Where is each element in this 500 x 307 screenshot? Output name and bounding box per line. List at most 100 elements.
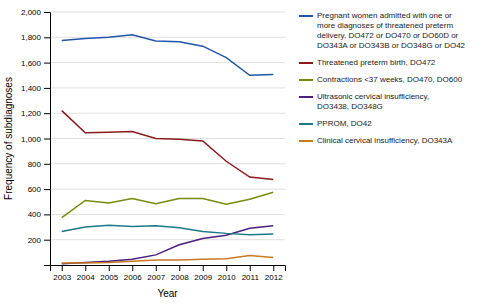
y-tick: 1,600 bbox=[21, 59, 50, 68]
legend-label: PPROM, DO42 bbox=[317, 119, 372, 128]
x-tick-mark bbox=[179, 265, 180, 271]
legend: Pregnant women admitted with one ormore … bbox=[299, 11, 466, 145]
series-line bbox=[62, 111, 274, 180]
y-tick-mark bbox=[44, 63, 50, 64]
x-tick: 2012 bbox=[265, 265, 283, 282]
x-tick: 2004 bbox=[77, 265, 95, 282]
x-tick-mark bbox=[226, 265, 227, 271]
series-line bbox=[62, 226, 274, 264]
x-tick-label: 2003 bbox=[53, 273, 71, 282]
y-tick-label: 800 bbox=[28, 160, 42, 169]
grid-line bbox=[50, 163, 285, 164]
y-tick: 1,800 bbox=[21, 33, 50, 42]
x-tick: 2006 bbox=[124, 265, 142, 282]
y-tick: 2,000 bbox=[21, 8, 50, 17]
y-axis-line bbox=[44, 13, 51, 266]
x-tick-label: 2011 bbox=[242, 273, 260, 282]
y-tick-mark bbox=[44, 113, 50, 114]
legend-item: Ultrasonic cervical insufficiency,DO3438… bbox=[299, 92, 429, 111]
x-tick-label: 2006 bbox=[124, 273, 142, 282]
legend-item: Contractions <37 weeks, DO470, DO600 bbox=[299, 75, 463, 84]
y-axis-title: Frequency of subdiagnoses bbox=[3, 77, 14, 200]
y-tick-mark bbox=[44, 12, 50, 13]
series-line bbox=[62, 192, 274, 217]
legend-swatch bbox=[299, 96, 313, 98]
legend-swatch bbox=[299, 79, 313, 81]
y-tick-label: 200 bbox=[28, 236, 42, 245]
y-tick-mark bbox=[44, 139, 50, 140]
legend-label: Pregnant women admitted with one ormore … bbox=[317, 11, 466, 50]
y-tick-label: 1,200 bbox=[21, 109, 42, 118]
x-tick-label: 2004 bbox=[77, 273, 95, 282]
x-tick-mark bbox=[132, 265, 133, 271]
x-tick-mark bbox=[109, 265, 110, 271]
legend-swatch bbox=[299, 123, 313, 125]
grid bbox=[50, 12, 285, 240]
legend-label: Ultrasonic cervical insufficiency,DO3438… bbox=[317, 92, 429, 111]
chart: 2003 2004 2005 2006 2007 2008 2009 2010 2011 2012… bbox=[0, 0, 500, 307]
grid-line bbox=[50, 214, 285, 215]
x-tick: 2003 bbox=[53, 265, 71, 282]
legend-item: PPROM, DO42 bbox=[299, 119, 372, 128]
plot: 2003 2004 2005 2006 2007 2008 2009 2010 2011 2012… bbox=[21, 8, 286, 282]
x-tick-mark bbox=[250, 265, 251, 271]
x-axis: 2003 2004 2005 2006 2007 2008 2009 2010 2011 2012 bbox=[51, 265, 286, 282]
grid-line bbox=[50, 12, 285, 13]
x-tick-mark bbox=[203, 265, 204, 271]
y-tick-label: 1,800 bbox=[21, 33, 42, 42]
y-tick: 1,400 bbox=[21, 84, 50, 93]
legend-swatch bbox=[299, 62, 313, 64]
x-tick: 2007 bbox=[147, 265, 165, 282]
grid-line bbox=[50, 239, 285, 240]
x-tick: 2008 bbox=[171, 265, 189, 282]
x-axis-title: Year bbox=[157, 288, 178, 299]
x-tick-label: 2007 bbox=[147, 273, 165, 282]
y-axis: 200 400 600 800 1,000 1,200 1,400 1,600 1,800 2,0… bbox=[21, 8, 51, 265]
y-tick-mark bbox=[44, 88, 50, 89]
grid-line bbox=[50, 62, 285, 63]
series-line bbox=[62, 35, 274, 75]
x-tick-mark bbox=[156, 265, 157, 271]
legend-label: Clinical cervical insufficiency, DO343A bbox=[317, 136, 453, 145]
y-tick-label: 1,600 bbox=[21, 59, 42, 68]
y-tick: 400 bbox=[28, 210, 50, 219]
x-tick-mark bbox=[273, 265, 274, 271]
series-line bbox=[62, 256, 274, 264]
x-tick-label: 2010 bbox=[218, 273, 236, 282]
x-tick: 2009 bbox=[194, 265, 212, 282]
grid-line bbox=[50, 113, 285, 114]
grid-line bbox=[50, 37, 285, 38]
y-tick: 600 bbox=[28, 185, 50, 194]
y-tick: 800 bbox=[28, 160, 50, 169]
x-tick-mark bbox=[62, 265, 63, 271]
y-tick-mark bbox=[44, 37, 50, 38]
y-tick-mark bbox=[44, 164, 50, 165]
legend-label: Threatened preterm birth, DO472 bbox=[317, 58, 436, 67]
grid-line bbox=[50, 87, 285, 88]
x-tick-label: 2012 bbox=[265, 273, 283, 282]
series-line bbox=[62, 225, 274, 234]
y-tick-label: 600 bbox=[28, 185, 42, 194]
x-tick-label: 2009 bbox=[194, 273, 212, 282]
grid-line bbox=[50, 189, 285, 190]
x-tick: 2011 bbox=[242, 265, 260, 282]
series-group bbox=[62, 35, 274, 264]
y-tick: 1,000 bbox=[21, 135, 50, 144]
legend-item: Threatened preterm birth, DO472 bbox=[299, 58, 436, 67]
y-tick-label: 2,000 bbox=[21, 8, 42, 17]
legend-label: Contractions <37 weeks, DO470, DO600 bbox=[317, 75, 463, 84]
x-tick-mark bbox=[85, 265, 86, 271]
x-tick-label: 2008 bbox=[171, 273, 189, 282]
y-tick: 1,200 bbox=[21, 109, 50, 118]
y-tick-label: 1,000 bbox=[21, 135, 42, 144]
y-tick: 200 bbox=[28, 236, 50, 245]
x-tick: 2005 bbox=[100, 265, 118, 282]
y-tick-mark bbox=[44, 214, 50, 215]
legend-swatch bbox=[299, 15, 313, 17]
y-tick-mark bbox=[44, 189, 50, 190]
x-tick: 2010 bbox=[218, 265, 236, 282]
x-axis-line bbox=[51, 266, 286, 272]
y-tick-label: 1,400 bbox=[21, 84, 42, 93]
legend-item: Clinical cervical insufficiency, DO343A bbox=[299, 136, 453, 145]
x-tick-label: 2005 bbox=[100, 273, 118, 282]
